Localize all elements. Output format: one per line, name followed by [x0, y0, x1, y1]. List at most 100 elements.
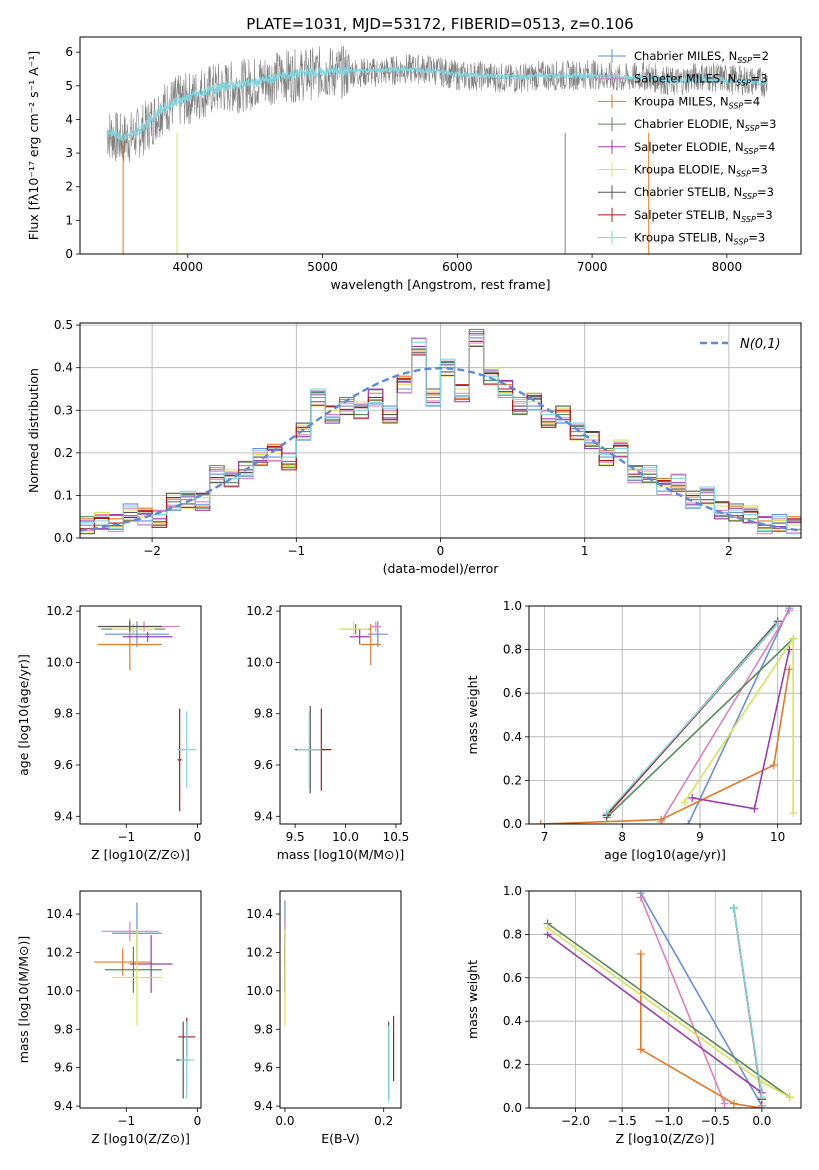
- y-tick-label: 2: [65, 180, 73, 194]
- gaussian-curve: [80, 366, 801, 532]
- weight-marker: [789, 634, 798, 643]
- plot-area-residuals: [80, 328, 801, 535]
- y-axis-label: mass weight: [465, 675, 480, 754]
- x-tick-label: 7: [541, 830, 549, 844]
- y-tick-label: 9.6: [254, 758, 273, 772]
- y-tick-label: 0.2: [503, 773, 522, 787]
- legend-label: Salpeter ELODIE, NSSP=4: [634, 140, 775, 156]
- y-tick-label: 0.3: [54, 403, 73, 417]
- y-tick-label: 1.0: [503, 884, 522, 898]
- y-tick-label: 0.1: [54, 488, 73, 502]
- x-axis-label: Z [log10(Z/Z⊙)]: [616, 1131, 715, 1146]
- weight-marker: [543, 923, 552, 932]
- plot-area-age_vs_mass: [295, 621, 388, 794]
- y-tick-label: 10.0: [246, 984, 273, 998]
- x-tick-label: −1.0: [654, 1114, 683, 1128]
- weight-marker: [769, 761, 778, 770]
- y-tick-label: 10.4: [246, 907, 273, 921]
- axes-age_vs_mass: 9.5 10.0 10.5 9.4 9.6 9.8 10.0 10.2 mass [log10(…: [246, 604, 409, 862]
- x-tick-label: 7000: [577, 260, 608, 274]
- errorbar-point: [101, 921, 159, 941]
- weight-line: [606, 622, 779, 814]
- y-axis-label: mass [log10(M/M⊙)]: [16, 936, 31, 1064]
- x-axis-label: (data-model)/error: [383, 561, 500, 576]
- weight-marker: [789, 809, 798, 818]
- errorbar-point: [370, 621, 381, 632]
- y-tick-label: 1.0: [503, 599, 522, 613]
- y-tick-label: 1: [65, 213, 73, 227]
- weight-line: [640, 897, 726, 1105]
- errorbar-point: [179, 1021, 194, 1099]
- x-tick-label: 10.0: [332, 830, 359, 844]
- weight-marker: [757, 1104, 766, 1108]
- errorbar-point: [177, 711, 197, 789]
- weight-marker: [729, 904, 738, 913]
- y-tick-label: 0.2: [54, 446, 73, 460]
- y-tick-label: 0.8: [503, 643, 522, 657]
- x-tick-label: 10.5: [383, 830, 410, 844]
- legend-label: Salpeter STELIB, NSSP=3: [634, 208, 773, 224]
- axes-frame: [279, 605, 402, 825]
- weight-line: [639, 953, 763, 1108]
- x-axis-label: wavelength [Angstrom, rest frame]: [330, 277, 550, 292]
- weight-marker: [785, 665, 794, 674]
- weight-marker: [602, 809, 611, 818]
- x-tick-label: 9: [696, 830, 704, 844]
- axes-residuals: −2 −1 0 1 2 0.0 0.1 0.2 0.3 0.4 0.5 (data-model)/er…: [26, 318, 802, 576]
- x-tick-label: 0: [194, 830, 202, 844]
- legend-label: Salpeter MILES, NSSP=3: [634, 72, 768, 88]
- weight-marker: [657, 815, 666, 824]
- weight-marker: [684, 820, 693, 824]
- x-axis-label: mass [log10(M/M⊙)]: [277, 847, 405, 862]
- y-tick-label: 9.6: [54, 1061, 73, 1075]
- plot-area-age_vs_Z: [97, 618, 197, 812]
- y-tick-label: 0.4: [503, 730, 522, 744]
- x-axis-label: E(B-V): [321, 1131, 360, 1146]
- y-tick-label: 10.2: [246, 945, 273, 959]
- errorbar-point: [122, 631, 173, 642]
- y-tick-label: 9.8: [254, 1022, 273, 1036]
- y-tick-label: 9.8: [54, 707, 73, 721]
- y-tick-label: 0.6: [503, 686, 522, 700]
- legend-label: Chabrier ELODIE, NSSP=3: [634, 117, 776, 133]
- y-tick-label: 10.0: [246, 655, 273, 669]
- figure-title: PLATE=1031, MJD=53172, FIBERID=0513, z=0…: [246, 15, 633, 33]
- plot-area-weight_vs_Z: [543, 891, 794, 1108]
- legend-label: Chabrier STELIB, NSSP=3: [634, 185, 774, 201]
- spectrum-series-data: [106, 45, 768, 162]
- weight-line: [547, 933, 763, 1094]
- x-tick-label: 0.0: [275, 1114, 294, 1128]
- y-tick-label: 0: [65, 247, 73, 261]
- x-tick-label: −1: [287, 544, 305, 558]
- y-tick-label: 9.8: [254, 707, 273, 721]
- y-axis-label: age [log10(age/yr)]: [16, 654, 31, 776]
- y-tick-label: 9.8: [54, 1022, 73, 1036]
- y-tick-label: 4: [65, 112, 73, 126]
- x-axis-label: Z [log10(Z/Z⊙)]: [91, 1131, 190, 1146]
- axes-weight_vs_age: 7 8 9 10 0.0 0.2 0.4 0.6 0.8 1.0 age [log10(age/yr…: [465, 599, 802, 862]
- x-tick-label: 4000: [173, 260, 204, 274]
- weight-marker: [773, 619, 782, 628]
- weight-marker: [680, 798, 689, 807]
- y-tick-label: 9.6: [54, 758, 73, 772]
- x-tick-label: −2: [143, 544, 161, 558]
- y-tick-label: 9.6: [254, 1061, 273, 1075]
- weight-marker: [729, 1099, 738, 1108]
- weight-marker: [688, 793, 697, 802]
- axes-frame: [528, 605, 802, 825]
- x-tick-label: 0: [437, 544, 445, 558]
- axes-frame: [79, 890, 202, 1109]
- errorbar-point: [94, 948, 152, 976]
- y-tick-label: 0.8: [503, 927, 522, 941]
- legend-label: Kroupa ELODIE, NSSP=3: [634, 163, 768, 179]
- weight-marker: [636, 1045, 645, 1054]
- errorbar-point: [338, 621, 369, 637]
- y-tick-label: 0.4: [503, 1014, 522, 1028]
- weight-line: [733, 908, 763, 1098]
- y-tick-label: 10.2: [46, 604, 73, 618]
- errorbar-point: [104, 621, 169, 648]
- y-tick-label: 3: [65, 146, 73, 160]
- x-tick-label: 8000: [712, 260, 743, 274]
